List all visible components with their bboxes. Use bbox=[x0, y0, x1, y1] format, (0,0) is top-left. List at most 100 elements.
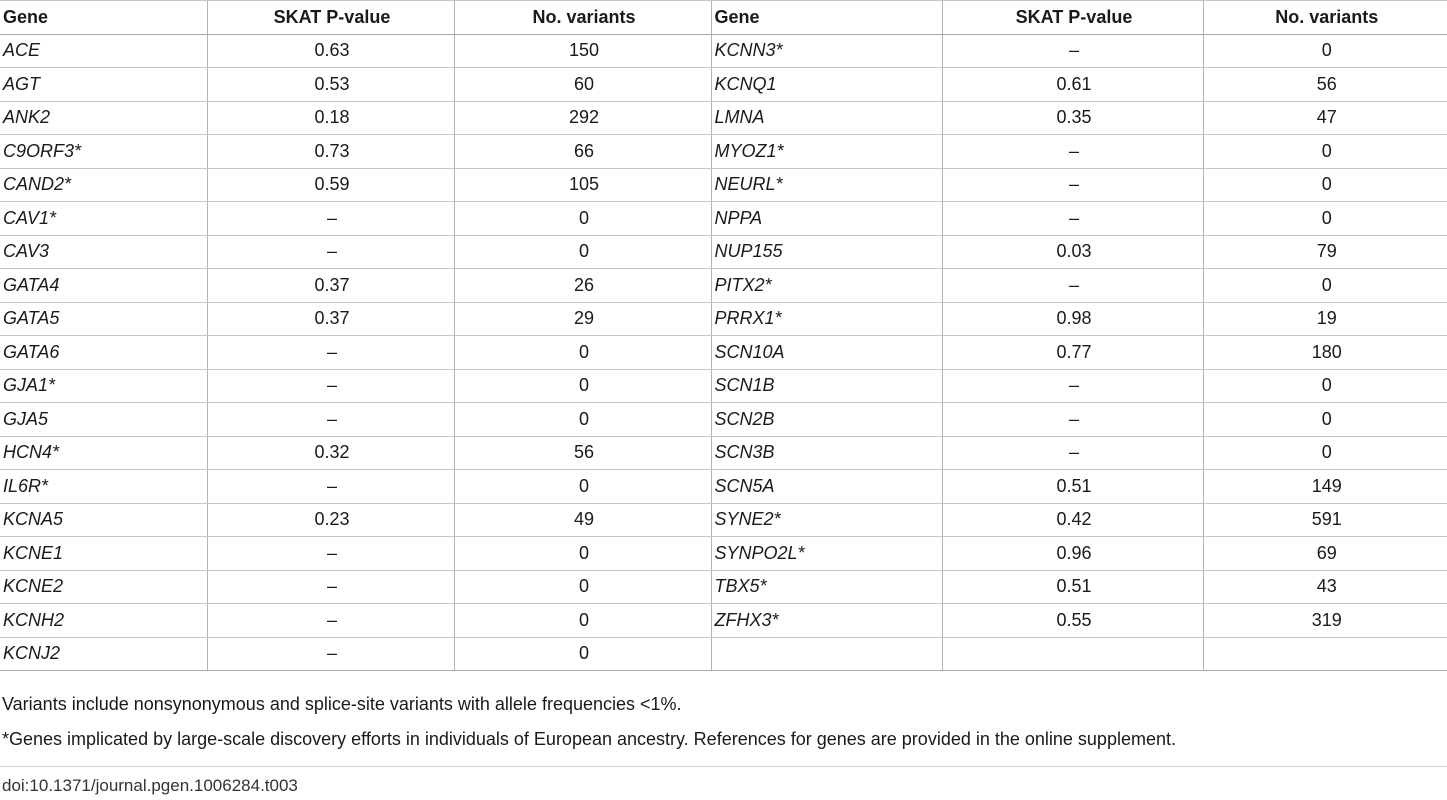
gene-cell-2: NEURL* bbox=[710, 168, 942, 202]
no-variants-cell-2: 0 bbox=[1202, 168, 1447, 202]
gene-cell-2: NUP155 bbox=[710, 235, 942, 269]
table-row: KCNE2–0 TBX5* 0.51 43 bbox=[0, 570, 1447, 604]
no-variants-cell: 26 bbox=[453, 268, 711, 303]
skat-p-value-cell-2: 0.51 bbox=[941, 570, 1203, 604]
gene-cell-2: ZFHX3* bbox=[710, 603, 942, 638]
gene-cell-2: KCNN3* bbox=[710, 34, 942, 68]
table-header-row: Gene SKAT P-value No. variants Gene SKAT… bbox=[0, 0, 1447, 35]
skat-p-value-cell-2: 0.77 bbox=[941, 335, 1203, 370]
gene-cell-2: SCN10A bbox=[710, 335, 942, 370]
skat-p-value-cell: 0.32 bbox=[206, 436, 454, 470]
gene-cell: AGT bbox=[0, 67, 207, 102]
skat-p-value-cell: 0.37 bbox=[206, 268, 454, 303]
gene-cell: GATA4 bbox=[0, 268, 207, 303]
skat-p-value-cell-2: – bbox=[941, 134, 1203, 169]
skat-p-value-cell: – bbox=[206, 402, 454, 437]
table-row: CAV1* –0 NPPA –0 bbox=[0, 201, 1447, 236]
skat-p-value-cell: 0.73 bbox=[206, 134, 454, 169]
gene-cell: KCNE2 bbox=[0, 570, 207, 604]
no-variants-cell-2: 79 bbox=[1202, 235, 1447, 269]
table-row: ACE 0.63 150 KCNN3* –0 bbox=[0, 34, 1447, 68]
table-row: CAV3–0 NUP155 0.03 79 bbox=[0, 235, 1447, 269]
gene-cell: GATA6 bbox=[0, 335, 207, 370]
gene-cell: ACE bbox=[0, 34, 207, 68]
skat-p-value-cell: – bbox=[206, 469, 454, 504]
skat-p-value-cell-2: 0.35 bbox=[941, 101, 1203, 135]
column-header-gene: Gene bbox=[0, 0, 207, 35]
no-variants-cell: 0 bbox=[453, 201, 711, 236]
gene-cell-2 bbox=[710, 637, 942, 671]
skat-p-value-cell: 0.18 bbox=[206, 101, 454, 135]
no-variants-cell-2: 56 bbox=[1202, 67, 1447, 102]
table-row: KCNJ2–0 bbox=[0, 637, 1447, 671]
gene-cell: KCNJ2 bbox=[0, 637, 207, 671]
skat-p-value-cell: 0.59 bbox=[206, 168, 454, 202]
skat-p-value-cell-2: – bbox=[941, 369, 1203, 403]
no-variants-cell-2: 19 bbox=[1202, 302, 1447, 336]
no-variants-cell-2: 0 bbox=[1202, 436, 1447, 470]
column-header-skat-p-value-2: SKAT P-value bbox=[941, 0, 1203, 35]
gene-cell: ANK2 bbox=[0, 101, 207, 135]
skat-p-value-cell: – bbox=[206, 536, 454, 571]
gene-cell: CAND2* bbox=[0, 168, 207, 202]
gene-cell: CAV3 bbox=[0, 235, 207, 269]
no-variants-cell-2 bbox=[1202, 637, 1447, 671]
skat-p-value-cell: 0.53 bbox=[206, 67, 454, 102]
gene-cell: GJA1* bbox=[0, 369, 207, 403]
skat-p-value-cell: – bbox=[206, 637, 454, 671]
column-header-gene-2: Gene bbox=[710, 0, 942, 35]
no-variants-cell-2: 0 bbox=[1202, 268, 1447, 303]
skat-p-value-cell: 0.37 bbox=[206, 302, 454, 336]
skat-p-value-cell-2: 0.98 bbox=[941, 302, 1203, 336]
no-variants-cell-2: 69 bbox=[1202, 536, 1447, 571]
gene-cell-2: SCN3B bbox=[710, 436, 942, 470]
no-variants-cell: 56 bbox=[453, 436, 711, 470]
gene-cell: CAV1* bbox=[0, 201, 207, 236]
gene-cell-2: LMNA bbox=[710, 101, 942, 135]
skat-p-value-cell-2: – bbox=[941, 268, 1203, 303]
column-header-skat-p-value: SKAT P-value bbox=[206, 0, 454, 35]
skat-p-value-cell: – bbox=[206, 369, 454, 403]
gene-cell: GJA5 bbox=[0, 402, 207, 437]
footnote-variants: Variants include nonsynonymous and splic… bbox=[2, 694, 682, 714]
doi-text: doi:10.1371/journal.pgen.1006284.t003 bbox=[2, 776, 298, 795]
column-header-no-variants-2: No. variants bbox=[1202, 0, 1447, 35]
table-row: AGT 0.53 60 KCNQ1 0.61 56 bbox=[0, 67, 1447, 102]
gene-cell-2: PRRX1* bbox=[710, 302, 942, 336]
gene-cell: KCNA5 bbox=[0, 503, 207, 537]
skat-p-value-cell-2: 0.61 bbox=[941, 67, 1203, 102]
no-variants-cell-2: 149 bbox=[1202, 469, 1447, 504]
gene-table: Gene SKAT P-value No. variants Gene SKAT… bbox=[0, 0, 1447, 671]
skat-p-value-cell: – bbox=[206, 335, 454, 370]
no-variants-cell-2: 0 bbox=[1202, 369, 1447, 403]
table-row: HCN4* 0.32 56 SCN3B –0 bbox=[0, 436, 1447, 470]
skat-p-value-cell: – bbox=[206, 570, 454, 604]
table-row: ANK2 0.18 292 LMNA 0.35 47 bbox=[0, 101, 1447, 135]
no-variants-cell-2: 0 bbox=[1202, 402, 1447, 437]
table-row: GATA6–0 SCN10A 0.77 180 bbox=[0, 335, 1447, 370]
gene-cell-2: PITX2* bbox=[710, 268, 942, 303]
table-row: GATA4 0.37 26 PITX2* –0 bbox=[0, 268, 1447, 303]
skat-p-value-cell: – bbox=[206, 603, 454, 638]
gene-cell: IL6R* bbox=[0, 469, 207, 504]
gene-cell-2: NPPA bbox=[710, 201, 942, 236]
gene-cell-2: KCNQ1 bbox=[710, 67, 942, 102]
no-variants-cell-2: 47 bbox=[1202, 101, 1447, 135]
skat-p-value-cell-2 bbox=[941, 637, 1203, 671]
no-variants-cell: 105 bbox=[453, 168, 711, 202]
no-variants-cell: 66 bbox=[453, 134, 711, 169]
gene-cell: C9ORF3* bbox=[0, 134, 207, 169]
table-row: GJA5–0 SCN2B –0 bbox=[0, 402, 1447, 437]
gene-cell-2: SYNE2* bbox=[710, 503, 942, 537]
no-variants-cell: 0 bbox=[453, 603, 711, 638]
gene-cell: HCN4* bbox=[0, 436, 207, 470]
no-variants-cell-2: 319 bbox=[1202, 603, 1447, 638]
no-variants-cell: 0 bbox=[453, 235, 711, 269]
skat-p-value-cell-2: – bbox=[941, 201, 1203, 236]
gene-cell: KCNE1 bbox=[0, 536, 207, 571]
table-row: IL6R* –0 SCN5A 0.51 149 bbox=[0, 469, 1447, 504]
skat-p-value-cell: 0.23 bbox=[206, 503, 454, 537]
no-variants-cell: 0 bbox=[453, 637, 711, 671]
no-variants-cell-2: 43 bbox=[1202, 570, 1447, 604]
table-row: KCNE1–0 SYNPO2L* 0.96 69 bbox=[0, 536, 1447, 571]
